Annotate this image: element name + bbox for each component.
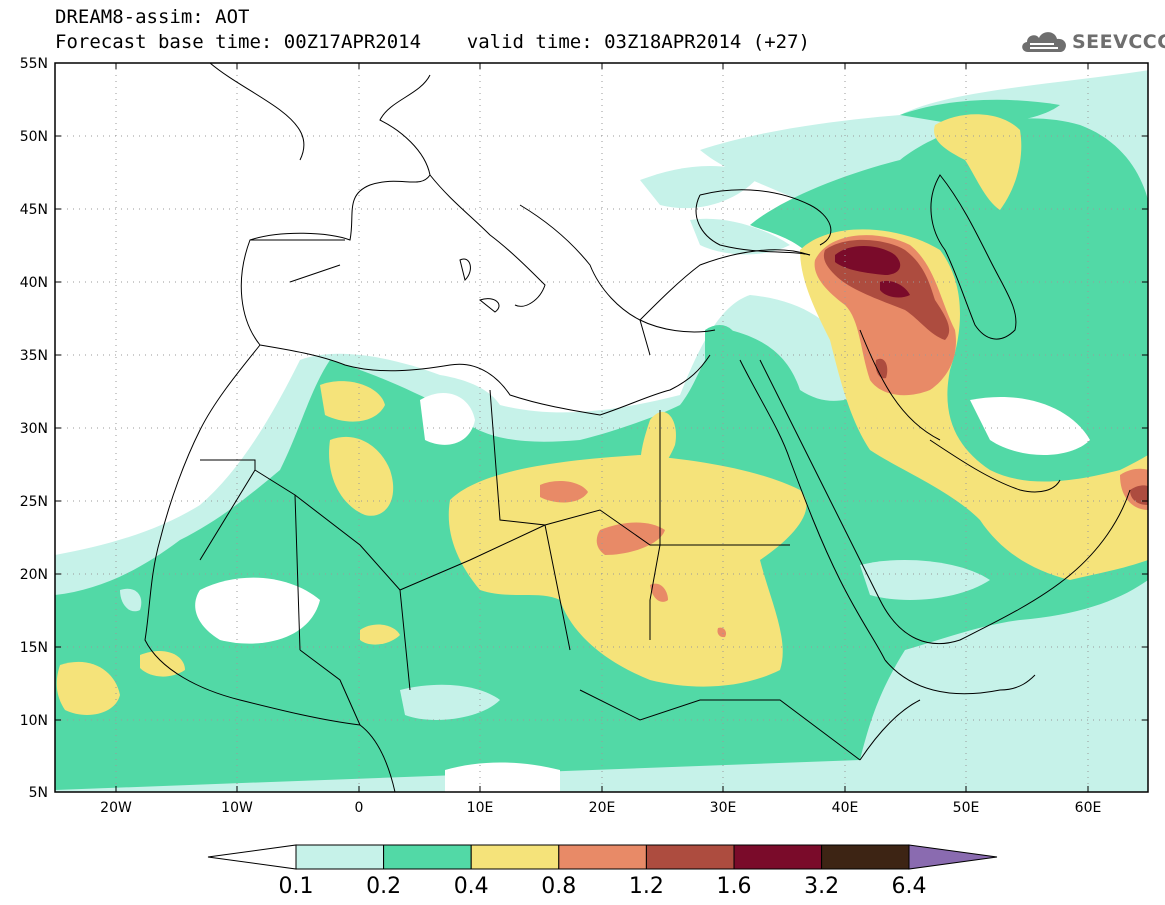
colorbar-label: 3.2: [804, 874, 839, 899]
lat-label: 10N: [20, 713, 48, 729]
colorbar-segment-above: [908, 844, 998, 870]
colorbar-label: 0.1: [279, 874, 314, 899]
colorbar-segment: [470, 844, 560, 870]
lon-label: 10W: [221, 800, 253, 816]
colorbar-segment: [821, 844, 910, 870]
seevccc-logo: SEEVCCC: [1018, 24, 1165, 58]
colorbar-segment: [383, 844, 472, 870]
lon-label: 20W: [100, 800, 132, 816]
colorbar-segment-below: [207, 844, 297, 870]
colorbar-label: 1.2: [629, 874, 664, 899]
lat-label: 35N: [20, 348, 48, 364]
colorbar-segment: [645, 844, 735, 870]
lat-label: 15N: [20, 640, 48, 656]
lon-label: 20E: [589, 800, 616, 816]
lon-label: 50E: [953, 800, 980, 816]
lat-label: 40N: [20, 275, 48, 291]
logo-text: SEEVCCC: [1072, 31, 1165, 53]
axis-ticks: [55, 62, 1148, 793]
lon-label: 40E: [832, 800, 859, 816]
lon-label: 10E: [467, 800, 494, 816]
colorbar-segment: [558, 844, 647, 870]
forecast-time-line: Forecast base time: 00Z17APR2014 valid t…: [55, 31, 810, 53]
lon-label: 0: [355, 800, 364, 816]
colorbar-label: 0.8: [541, 874, 576, 899]
colorbar-label: 0.4: [454, 874, 489, 899]
map-title: DREAM8-assim: AOT: [55, 6, 250, 28]
lat-label: 50N: [20, 129, 48, 145]
colorbar-label: 0.2: [366, 874, 401, 899]
lat-label: 5N: [29, 785, 48, 801]
lon-label: 60E: [1075, 800, 1102, 816]
gridlines: [55, 63, 1148, 792]
colorbar-segment: [295, 844, 385, 870]
lat-label: 25N: [20, 494, 48, 510]
lon-label: 30E: [710, 800, 737, 816]
colorbar: 0.1 0.2 0.4 0.8 1.2 1.6 3.2 6.4: [207, 844, 998, 899]
lat-label: 20N: [20, 567, 48, 583]
colorbar-label: 6.4: [892, 874, 927, 899]
coastlines: [144, 63, 1131, 792]
lat-label: 30N: [20, 421, 48, 437]
colorbar-segment: [733, 844, 823, 870]
lat-label: 45N: [20, 202, 48, 218]
cloud-icon: [1022, 32, 1067, 52]
colorbar-label: 1.6: [717, 874, 752, 899]
lat-label: 55N: [20, 56, 48, 72]
aot-field: [55, 63, 1148, 792]
